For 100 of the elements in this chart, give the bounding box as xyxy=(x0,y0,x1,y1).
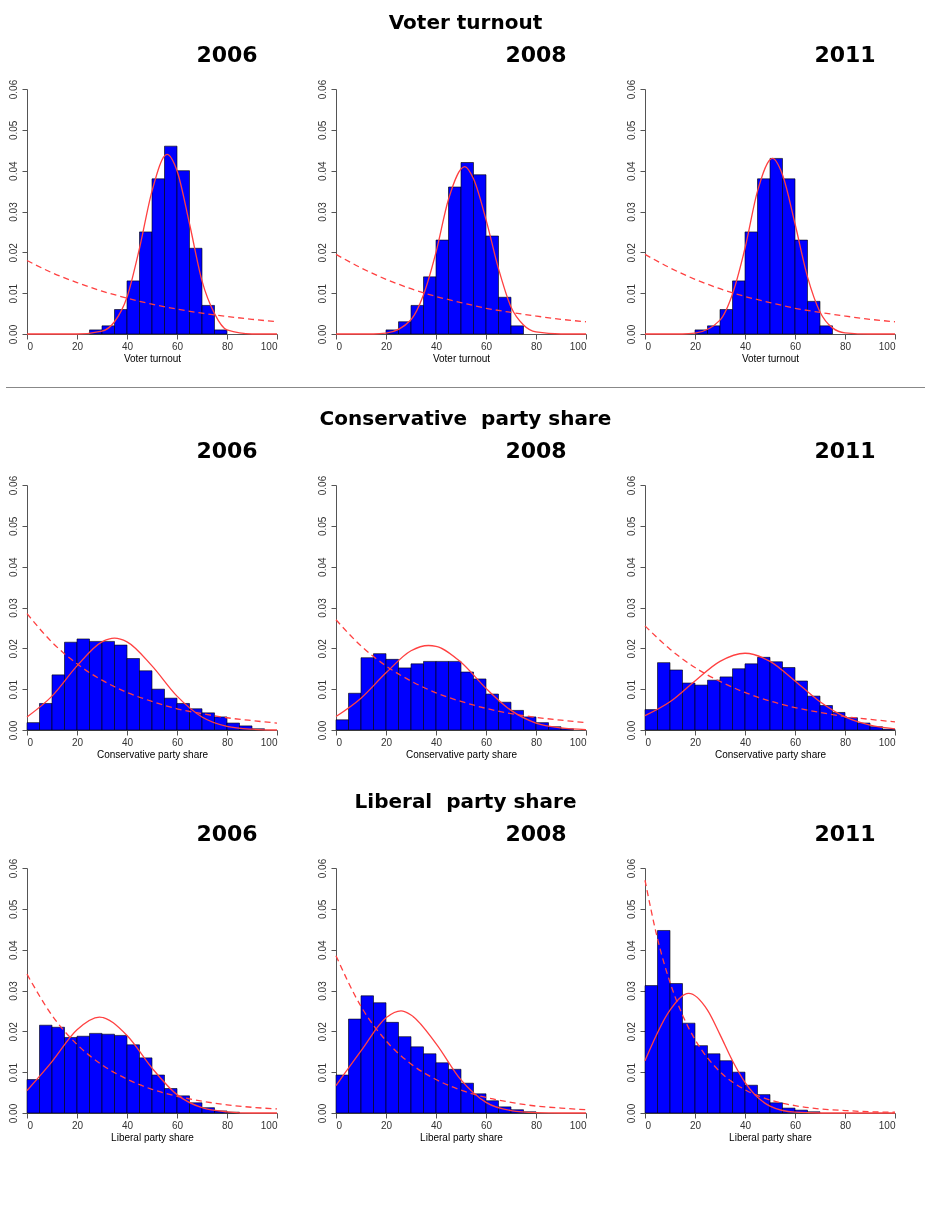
x-tick-label: 80 xyxy=(839,1119,852,1131)
y-tick-label: 0.02 xyxy=(625,242,637,263)
x-tick-label: 60 xyxy=(480,1119,493,1131)
y-tick-label: 0.05 xyxy=(625,516,637,537)
x-tick-label: 40 xyxy=(121,736,134,748)
chart-title: 2008 xyxy=(505,438,567,464)
x-axis-title: Voter turnout xyxy=(123,352,182,364)
y-tick-label: 0.00 xyxy=(625,1103,637,1124)
x-tick-label: 0 xyxy=(336,1119,343,1131)
x-tick-label: 20 xyxy=(380,340,393,352)
y-tick-label: 0.01 xyxy=(625,283,637,304)
y-tick-label: 0.01 xyxy=(7,283,19,304)
y-tick-label: 0.01 xyxy=(316,679,328,700)
y-tick-label: 0.00 xyxy=(7,720,19,741)
y-tick-label: 0.02 xyxy=(316,1021,328,1042)
y-tick-label: 0.05 xyxy=(7,120,19,141)
y-tick-label: 0.00 xyxy=(316,324,328,345)
chart-title: 2006 xyxy=(196,42,258,68)
y-tick-label: 0.06 xyxy=(625,858,637,879)
y-tick-label: 0.05 xyxy=(316,516,328,537)
y-tick-label: 0.04 xyxy=(7,940,19,960)
y-tick-label: 0.02 xyxy=(625,1021,637,1042)
y-tick-label: 0.04 xyxy=(625,557,637,577)
x-tick-label: 80 xyxy=(221,1119,234,1131)
chart-title: 2006 xyxy=(196,438,258,464)
x-tick-label: 80 xyxy=(530,736,543,748)
text: Voter turnout xyxy=(387,9,544,36)
y-tick-label: 0.06 xyxy=(7,475,19,496)
y-tick-label: 0.04 xyxy=(7,161,19,181)
x-tick-label: 100 xyxy=(569,736,587,748)
y-tick-label: 0.04 xyxy=(316,940,328,960)
y-tick-label: 0.06 xyxy=(7,858,19,879)
x-axis-title: Liberal party share xyxy=(729,1131,813,1143)
y-tick-label: 0.02 xyxy=(7,638,19,659)
x-tick-label: 100 xyxy=(878,1119,896,1131)
x-tick-label: 60 xyxy=(789,736,802,748)
x-tick-label: 60 xyxy=(171,340,184,352)
x-axis-title: Voter turnout xyxy=(741,352,800,364)
y-tick-label: 0.06 xyxy=(316,858,328,879)
x-tick-label: 20 xyxy=(689,1119,702,1131)
y-tick-label: 0.01 xyxy=(7,1062,19,1083)
y-tick-label: 0.04 xyxy=(7,557,19,577)
x-tick-label: 20 xyxy=(689,340,702,352)
x-tick-label: 40 xyxy=(121,340,134,352)
y-tick-label: 0.06 xyxy=(316,475,328,496)
x-tick-label: 40 xyxy=(430,736,443,748)
x-tick-label: 60 xyxy=(171,1119,184,1131)
x-tick-label: 80 xyxy=(530,340,543,352)
x-tick-label: 80 xyxy=(839,340,852,352)
y-tick-label: 0.03 xyxy=(316,201,328,222)
y-tick-label: 0.03 xyxy=(316,980,328,1001)
y-tick-label: 0.05 xyxy=(316,899,328,920)
x-tick-label: 40 xyxy=(739,1119,752,1131)
x-tick-label: 100 xyxy=(878,340,896,352)
y-tick-label: 0.04 xyxy=(625,940,637,960)
chart-title: 2008 xyxy=(505,821,567,847)
y-tick-label: 0.06 xyxy=(625,79,637,100)
y-tick-label: 0.03 xyxy=(625,980,637,1001)
y-tick-label: 0.05 xyxy=(7,899,19,920)
y-tick-label: 0.01 xyxy=(625,1062,637,1083)
x-tick-label: 40 xyxy=(430,1119,443,1131)
x-tick-label: 60 xyxy=(789,1119,802,1131)
x-tick-label: 100 xyxy=(569,1119,587,1131)
y-tick-label: 0.03 xyxy=(625,597,637,618)
y-tick-label: 0.03 xyxy=(7,201,19,222)
y-tick-label: 0.01 xyxy=(7,679,19,700)
y-tick-label: 0.00 xyxy=(316,720,328,741)
x-tick-label: 20 xyxy=(71,736,84,748)
x-tick-label: 100 xyxy=(569,340,587,352)
y-tick-label: 0.01 xyxy=(316,283,328,304)
y-tick-label: 0.03 xyxy=(7,980,19,1001)
x-tick-label: 0 xyxy=(645,340,652,352)
y-tick-label: 0.02 xyxy=(316,638,328,659)
text: Liberal party share xyxy=(353,788,578,815)
y-tick-label: 0.00 xyxy=(7,324,19,345)
x-tick-label: 60 xyxy=(480,340,493,352)
x-axis-title: Conservative party share xyxy=(714,748,827,760)
y-tick-label: 0.05 xyxy=(316,120,328,141)
y-tick-label: 0.04 xyxy=(625,161,637,181)
x-tick-label: 0 xyxy=(27,340,34,352)
y-tick-label: 0.01 xyxy=(316,1062,328,1083)
x-tick-label: 60 xyxy=(480,736,493,748)
y-tick-label: 0.05 xyxy=(7,516,19,537)
y-tick-label: 0.02 xyxy=(625,638,637,659)
y-tick-label: 0.04 xyxy=(316,161,328,181)
x-tick-label: 100 xyxy=(260,340,278,352)
chart-title: 2011 xyxy=(814,438,876,464)
x-tick-label: 100 xyxy=(878,736,896,748)
y-tick-label: 0.06 xyxy=(316,79,328,100)
y-tick-label: 0.00 xyxy=(7,1103,19,1124)
x-tick-label: 40 xyxy=(430,340,443,352)
x-tick-label: 80 xyxy=(839,736,852,748)
x-axis-title: Liberal party share xyxy=(111,1131,195,1143)
x-tick-label: 60 xyxy=(171,736,184,748)
x-tick-label: 80 xyxy=(221,736,234,748)
x-axis-title: Voter turnout xyxy=(432,352,491,364)
y-tick-label: 0.02 xyxy=(7,242,19,263)
y-tick-label: 0.04 xyxy=(316,557,328,577)
y-tick-label: 0.03 xyxy=(7,597,19,618)
chart-title: 2011 xyxy=(814,42,876,68)
